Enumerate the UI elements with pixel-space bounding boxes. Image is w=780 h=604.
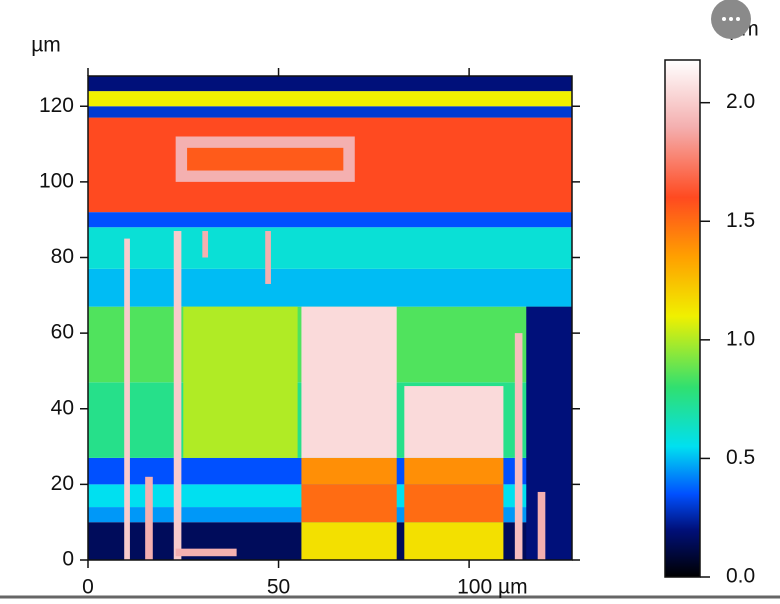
y-axis-unit: µm: [31, 34, 61, 57]
x-tick-label: 100 µm: [457, 576, 527, 599]
plot-frame: [87, 75, 573, 561]
height-region: [404, 457, 504, 485]
height-region: [88, 106, 572, 118]
height-region: [301, 457, 397, 485]
menu-dot: [722, 17, 726, 21]
height-region: [404, 386, 504, 458]
height-region: [88, 91, 572, 107]
y-tick-label: 40: [51, 396, 74, 419]
colorbar-tick-label: 0.0: [726, 565, 755, 588]
height-region: [175, 548, 237, 557]
height-region: [301, 522, 397, 560]
menu-dot: [729, 17, 733, 21]
height-region: [301, 484, 397, 523]
y-tick-label: 60: [51, 321, 74, 344]
height-region: [404, 522, 504, 560]
height-region: [88, 212, 572, 228]
y-tick-label: 80: [51, 245, 74, 268]
height-region: [173, 231, 182, 560]
colorbar-tick-label: 1.0: [726, 327, 755, 350]
menu-button[interactable]: [711, 0, 751, 39]
height-region: [124, 238, 130, 560]
colorbar-tick-label: 0.5: [726, 446, 755, 469]
menu-dot: [736, 17, 740, 21]
height-region: [202, 231, 209, 258]
y-tick-label: 100: [39, 169, 74, 192]
height-region: [183, 306, 298, 458]
height-region: [265, 231, 271, 284]
colorbar: [664, 59, 701, 578]
height-region: [88, 76, 572, 92]
height-region: [88, 227, 572, 269]
y-tick-label: 120: [39, 94, 74, 117]
height-region: [88, 268, 572, 307]
height-region: [145, 476, 153, 560]
height-region: [514, 333, 523, 560]
y-tick-label: 20: [51, 472, 74, 495]
height-region: [187, 147, 344, 171]
y-tick-label: 0: [62, 548, 74, 571]
colorbar-tick-label: 1.5: [726, 209, 755, 232]
x-tick-label: 50: [267, 576, 290, 599]
height-region: [301, 306, 397, 458]
colorbar-tick-label: 2.0: [726, 90, 755, 113]
height-region: [404, 484, 504, 523]
height-region: [537, 491, 546, 560]
height-region: [526, 306, 572, 560]
x-tick-label: 0: [82, 576, 94, 599]
